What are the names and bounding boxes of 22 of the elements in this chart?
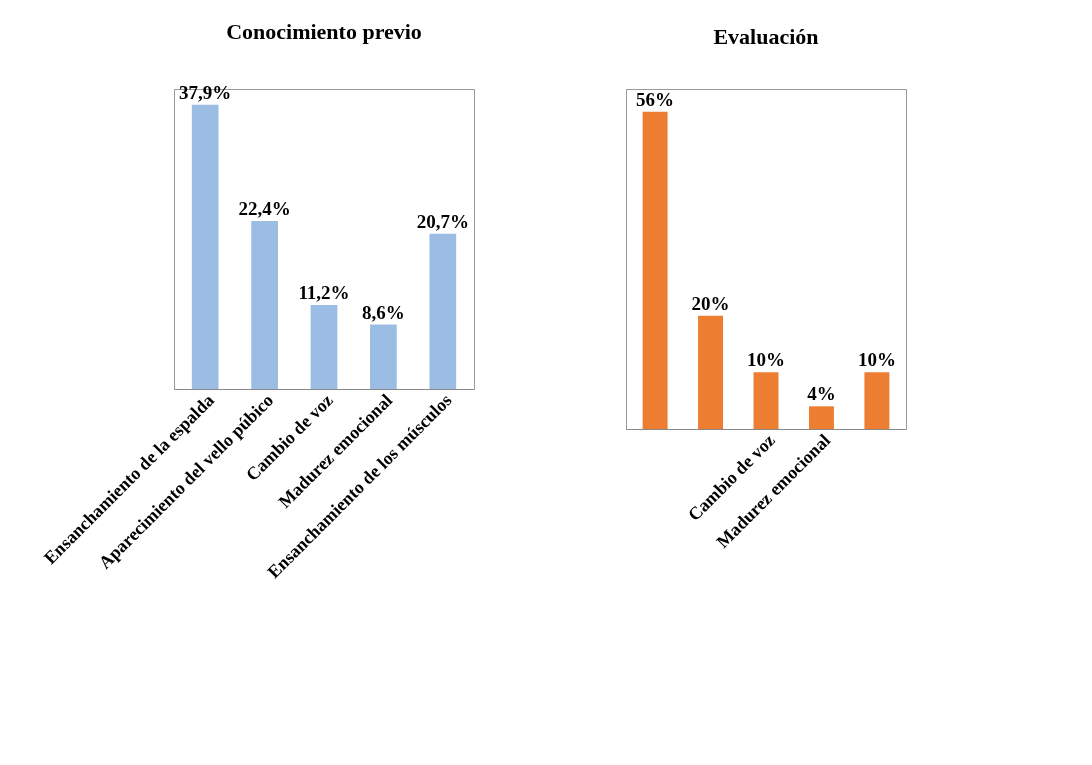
- bar: [698, 315, 724, 429]
- data-label: 20,7%: [416, 210, 469, 232]
- bar: [642, 111, 668, 429]
- data-label: 20%: [691, 292, 730, 314]
- chart-title: Conocimiento previo: [226, 18, 422, 44]
- bar: [864, 372, 890, 429]
- bar: [191, 104, 219, 389]
- data-label: 56%: [636, 88, 675, 110]
- data-label: 8,6%: [362, 301, 405, 323]
- chart-title: Evaluación: [713, 24, 819, 49]
- bar: [310, 305, 338, 389]
- bar: [429, 233, 457, 389]
- data-label: 22,4%: [238, 198, 291, 219]
- data-label: 10%: [857, 349, 896, 371]
- data-label: 11,2%: [298, 282, 350, 303]
- bar: [808, 406, 834, 429]
- data-label: 37,9%: [179, 81, 232, 103]
- data-label: 10%: [747, 349, 785, 371]
- bar: [251, 221, 278, 389]
- data-label: 4%: [807, 383, 836, 405]
- bar: [370, 324, 397, 389]
- bar: [753, 372, 779, 429]
